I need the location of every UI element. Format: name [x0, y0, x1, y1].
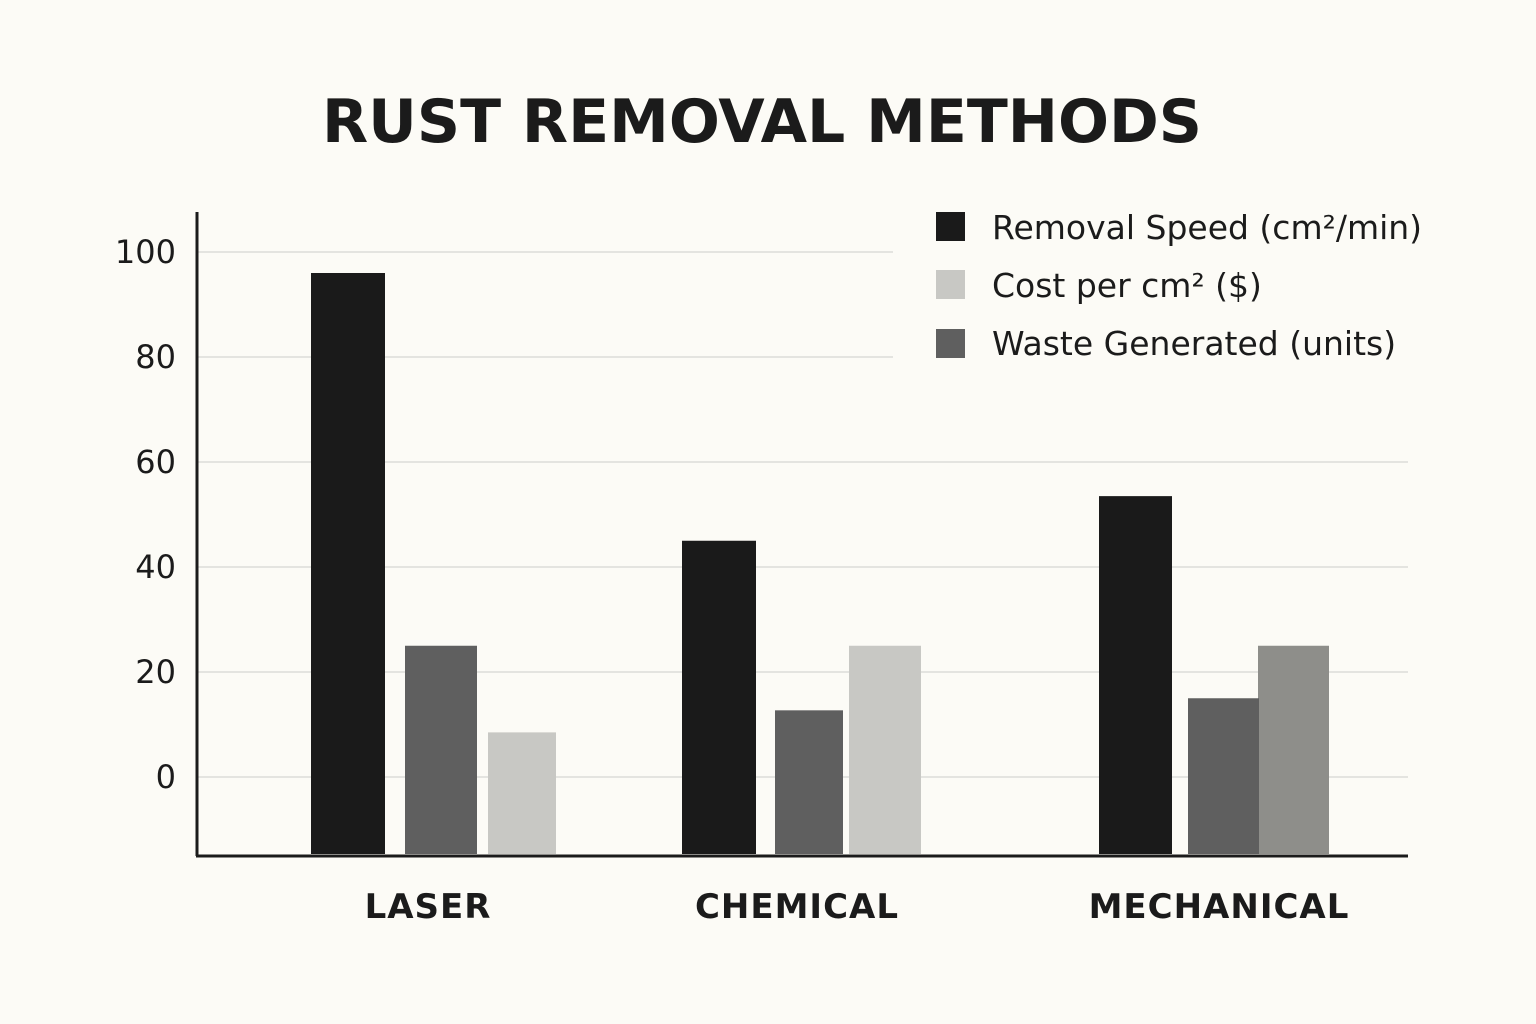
y-tick-label: 0: [156, 758, 176, 796]
legend-item-cost: Cost per cm² ($): [936, 266, 1262, 305]
legend-label-waste: Waste Generated (units): [992, 324, 1396, 363]
category-label-laser: LASER: [365, 887, 492, 927]
bars: [311, 273, 1329, 854]
legend-label-cost: Cost per cm² ($): [992, 266, 1262, 305]
y-tick-label: 60: [135, 443, 176, 481]
y-tick-label: 100: [115, 233, 176, 271]
y-tick-label: 20: [135, 653, 176, 691]
y-tick-labels: 100 80 60 40 20 0: [115, 233, 176, 796]
category-labels: LASER CHEMICAL MECHANICAL: [365, 887, 1350, 927]
legend: Removal Speed (cm²/min) Cost per cm² ($)…: [936, 208, 1422, 363]
legend-swatch-cost: [936, 270, 965, 299]
bar-chemical-series-3: [775, 710, 843, 854]
legend-item-waste: Waste Generated (units): [936, 324, 1396, 363]
bar-mechanical-series-3: [1188, 698, 1259, 854]
bar-mechanical-series-2: [1258, 645, 1329, 854]
legend-swatch-waste: [936, 329, 965, 358]
category-label-chemical: CHEMICAL: [695, 887, 899, 927]
y-tick-label: 40: [135, 548, 176, 586]
legend-swatch-removal-speed: [936, 212, 965, 241]
category-label-mechanical: MECHANICAL: [1089, 887, 1350, 927]
chart-title: RUST REMOVAL METHODS: [322, 87, 1202, 157]
bar-laser-series-3: [405, 645, 477, 854]
bar-chemical-series-2: [849, 645, 921, 854]
bar-mechanical-series-1: [1099, 496, 1172, 854]
legend-label-removal-speed: Removal Speed (cm²/min): [992, 208, 1422, 247]
bar-laser-series-1: [311, 273, 385, 854]
bar-laser-series-2: [488, 732, 556, 854]
y-tick-label: 80: [135, 338, 176, 376]
legend-item-removal-speed: Removal Speed (cm²/min): [936, 208, 1422, 247]
bar-chemical-series-1: [682, 540, 756, 854]
